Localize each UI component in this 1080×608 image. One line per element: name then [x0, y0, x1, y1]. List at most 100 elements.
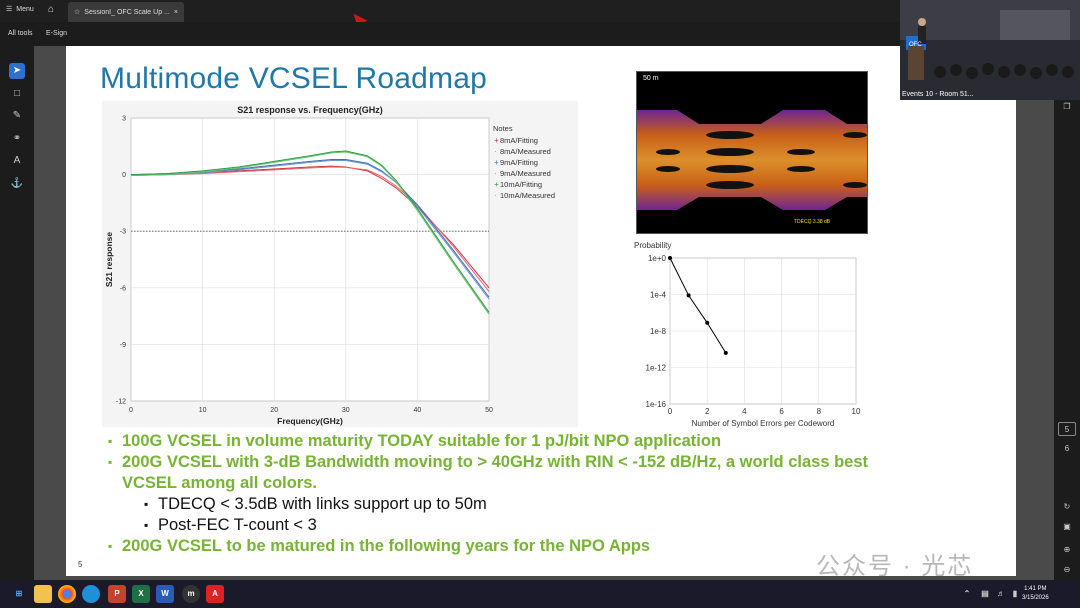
legend-marker: · — [494, 191, 497, 200]
current-page[interactable]: 5 — [1058, 422, 1076, 436]
legend-entry: 10mA/Measured — [500, 191, 555, 200]
stamp-icon[interactable]: ⚓ — [10, 178, 24, 189]
y-axis-label: Probability — [634, 241, 671, 250]
x-tick-label: 30 — [342, 407, 350, 414]
bullet-item: 200G VCSEL with 3-dB Bandwidth moving to… — [108, 452, 868, 494]
y-tick-label: 1e-8 — [650, 327, 667, 336]
x-tick-label: 8 — [817, 407, 822, 416]
save-icon[interactable]: ▣ — [1063, 522, 1071, 531]
refresh-icon[interactable]: ↻ — [1063, 502, 1071, 511]
select-pointer-icon[interactable]: ➤ — [9, 63, 25, 79]
ofc-logo: OFC — [909, 42, 922, 48]
data-point — [668, 256, 672, 260]
x-tick-label: 10 — [199, 407, 207, 414]
title-bar: ☰ Menu ⌂ ☆ SessionI_ OFC Scale Up ... × — [0, 0, 1080, 29]
probability-chart: Probability 0 2 4 6 8 10 1e+0 1e-4 1e-8 1e-12 1e-16… — [634, 241, 861, 428]
edge-icon[interactable] — [82, 585, 100, 603]
zoom-in-icon[interactable]: ⊕ — [1063, 545, 1071, 554]
eye-diagram-label: 50 m — [643, 75, 659, 82]
menu-label: Menu — [16, 5, 34, 13]
tab-title: SessionI_ OFC Scale Up ... — [84, 8, 170, 16]
x-tick-label: 40 — [414, 407, 422, 414]
legend-entry: 10mA/Fitting — [500, 180, 542, 189]
slide-page: Multimode VCSEL Roadmap 0 10 20 30 40 50 3 0 -3-… — [66, 46, 1016, 576]
eye-diagram-image — [637, 110, 867, 210]
series-line-10ma-fitting — [130, 150, 490, 313]
chrome-icon[interactable] — [58, 585, 76, 603]
video-feed[interactable]: OFC Events 10 - Room 51... — [900, 0, 1080, 100]
y-tick-label: 3 — [122, 116, 126, 123]
text-box-icon[interactable]: A — [13, 155, 21, 166]
x-tick-label: 0 — [129, 407, 133, 414]
lasso-icon[interactable]: ⚭ — [12, 133, 22, 144]
bullet-list: 100G VCSEL in volume maturity TODAY suit… — [108, 431, 868, 557]
network-icon[interactable]: ▤ — [981, 589, 989, 598]
x-tick-label: 0 — [668, 407, 673, 416]
excel-icon[interactable]: X — [132, 585, 150, 603]
slide-title: Multimode VCSEL Roadmap — [100, 62, 487, 95]
powerpoint-icon[interactable]: P — [108, 585, 126, 603]
esign-button[interactable]: E-Sign — [46, 30, 68, 37]
volume-icon[interactable]: ♬ — [997, 589, 1005, 598]
y-tick-label: -12 — [116, 399, 126, 406]
y-tick-label: 1e-4 — [650, 291, 667, 300]
home-icon[interactable]: ⌂ — [48, 4, 55, 15]
clock-time: 1:41 PM — [1024, 586, 1047, 592]
pen-icon[interactable]: ✎ — [12, 110, 22, 121]
tool-rail: ➤ □ ✎ ⚭ A ⚓ — [0, 46, 34, 580]
x-axis-label: Frequency(GHz) — [277, 416, 343, 426]
y-tick-label: 1e+0 — [648, 254, 667, 263]
legend-entry: 9mA/Measured — [500, 169, 551, 178]
y-tick-label: 0 — [122, 172, 126, 179]
legend-marker: + — [494, 180, 499, 189]
y-tick-label: -9 — [120, 342, 126, 349]
page-number: 5 — [78, 560, 83, 569]
menu-button[interactable]: ☰ Menu — [6, 5, 34, 14]
hamburger-icon: ☰ — [6, 6, 13, 13]
all-tools-button[interactable]: All tools — [8, 30, 33, 37]
data-point — [723, 350, 728, 355]
acrobat-icon[interactable]: A — [206, 585, 224, 603]
bullet-item: 100G VCSEL in volume maturity TODAY suit… — [108, 431, 868, 452]
y-tick-label: 1e-12 — [646, 364, 667, 373]
x-tick-label: 6 — [779, 407, 784, 416]
document-tab[interactable]: ☆ SessionI_ OFC Scale Up ... × — [68, 2, 184, 22]
zoom-out-icon[interactable]: ⊖ — [1063, 565, 1071, 574]
star-icon[interactable]: ☆ — [74, 9, 81, 16]
legend-marker: · — [494, 147, 497, 156]
right-rail: ❐ 5 6 ↻ ▣ ⊕ ⊖ — [1054, 100, 1080, 580]
video-caption: Events 10 - Room 51... — [902, 91, 974, 98]
legend-marker: · — [494, 169, 497, 178]
probability-line — [669, 257, 727, 354]
settings-icon[interactable]: m — [182, 585, 200, 603]
bullet-item: 200G VCSEL to be matured in the followin… — [108, 536, 868, 557]
legend-title: Notes — [493, 124, 513, 133]
y-axis-label: S21 response — [104, 232, 114, 288]
file-explorer-icon[interactable] — [34, 585, 52, 603]
legend-marker: + — [494, 136, 499, 145]
copy-icon[interactable]: ❐ — [1063, 102, 1071, 111]
legend-entry: 8mA/Measured — [500, 147, 551, 156]
clock-date: 3/15/2026 — [1022, 595, 1049, 601]
x-tick-label: 2 — [705, 407, 710, 416]
chart-title: S21 response vs. Frequency(GHz) — [237, 105, 383, 115]
close-tab-icon[interactable]: × — [173, 8, 178, 16]
data-point — [686, 293, 691, 298]
data-point — [705, 320, 710, 325]
battery-icon[interactable]: ▮ — [1012, 589, 1018, 598]
watermark: 公众号 · 光芯 — [816, 553, 974, 576]
tray-chevron-icon[interactable]: ⌃ — [963, 589, 971, 598]
start-icon[interactable]: ⊞ — [15, 589, 23, 598]
legend-marker: + — [494, 158, 499, 167]
next-page-number[interactable]: 6 — [1064, 444, 1070, 453]
x-tick-label: 10 — [852, 407, 861, 416]
comment-icon[interactable]: □ — [13, 88, 21, 99]
sub-bullet-item: TDECQ < 3.5dB with links support up to 5… — [108, 494, 868, 515]
legend-entry: 8mA/Fitting — [500, 136, 538, 145]
y-tick-label: 1e-16 — [646, 400, 667, 409]
word-icon[interactable]: W — [156, 585, 174, 603]
clock[interactable]: 1:41 PM 3/15/2026 — [1022, 585, 1049, 603]
eye-diagram: 50 m TDECQ 3.38 dB — [636, 71, 868, 234]
plot-area — [130, 117, 490, 402]
